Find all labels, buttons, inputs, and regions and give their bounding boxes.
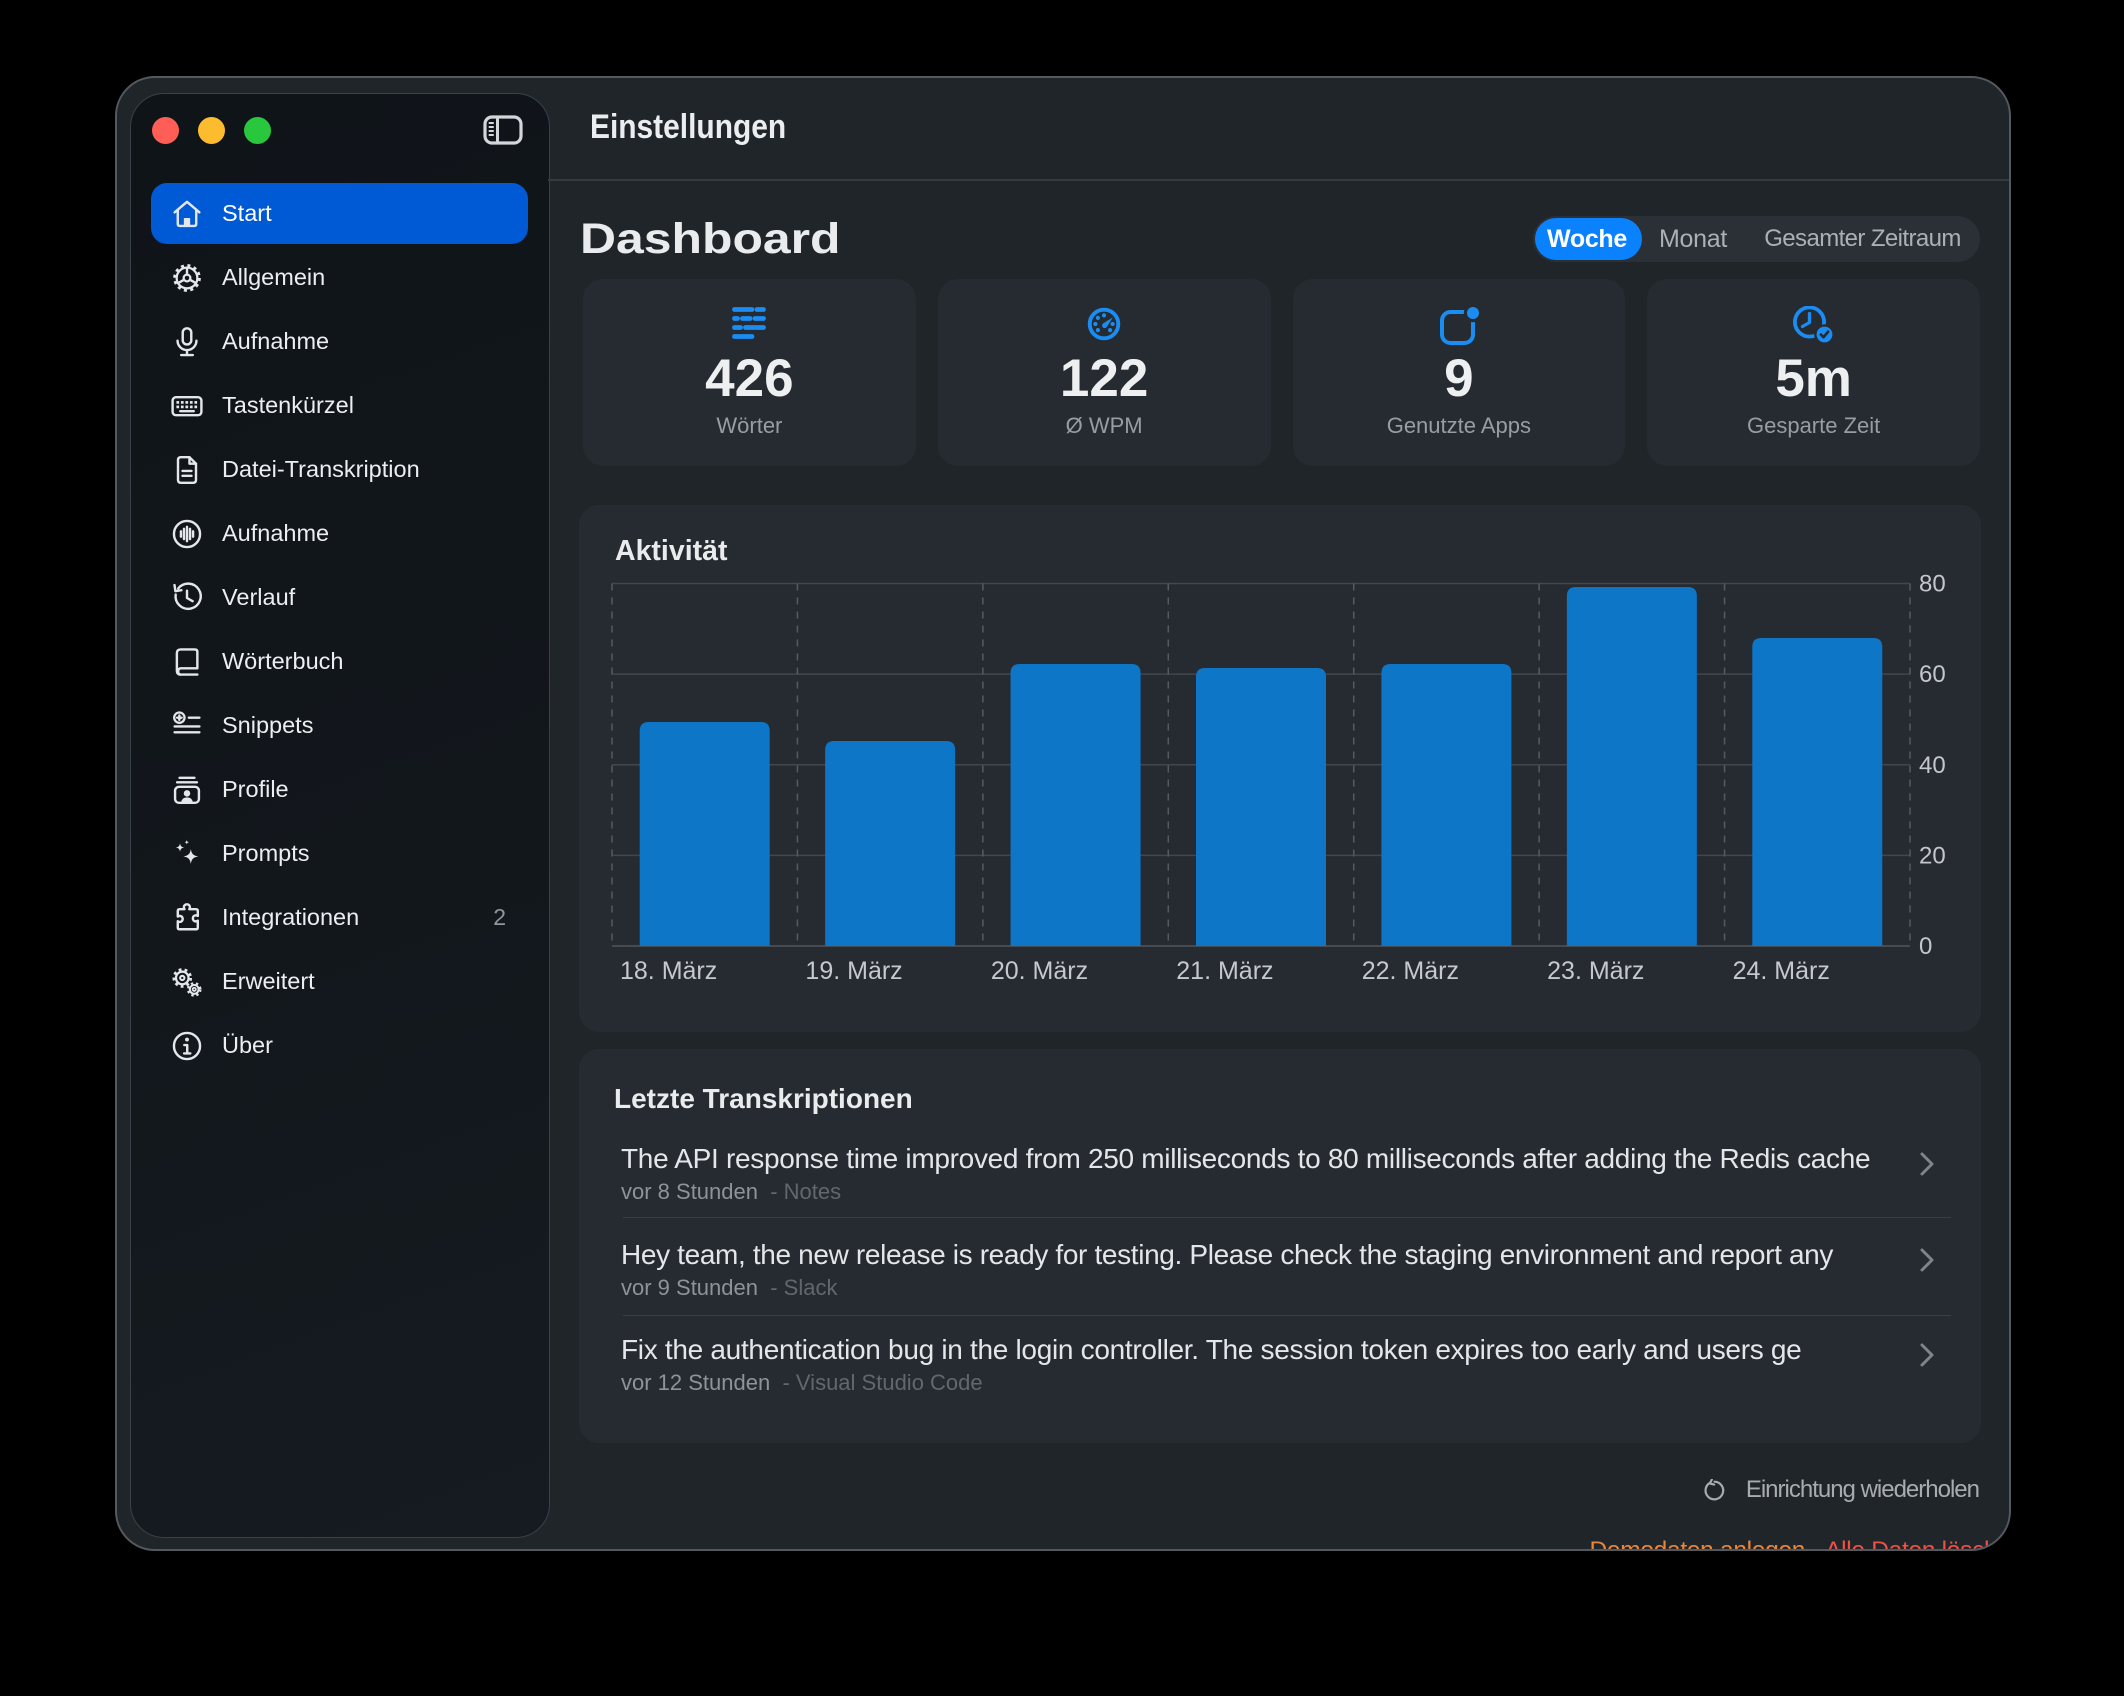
svg-text:18. März: 18. März — [620, 957, 717, 985]
svg-text:20: 20 — [1919, 842, 1946, 869]
svg-text:40: 40 — [1919, 752, 1946, 779]
svg-text:24. März: 24. März — [1733, 957, 1830, 985]
svg-text:0: 0 — [1919, 933, 1932, 960]
svg-text:19. März: 19. März — [805, 957, 902, 985]
svg-text:20. März: 20. März — [991, 957, 1088, 985]
svg-text:22. März: 22. März — [1362, 957, 1459, 985]
svg-text:21. März: 21. März — [1176, 957, 1273, 985]
svg-text:60: 60 — [1919, 661, 1946, 688]
svg-text:23. März: 23. März — [1547, 957, 1644, 985]
svg-text:80: 80 — [1919, 571, 1946, 598]
